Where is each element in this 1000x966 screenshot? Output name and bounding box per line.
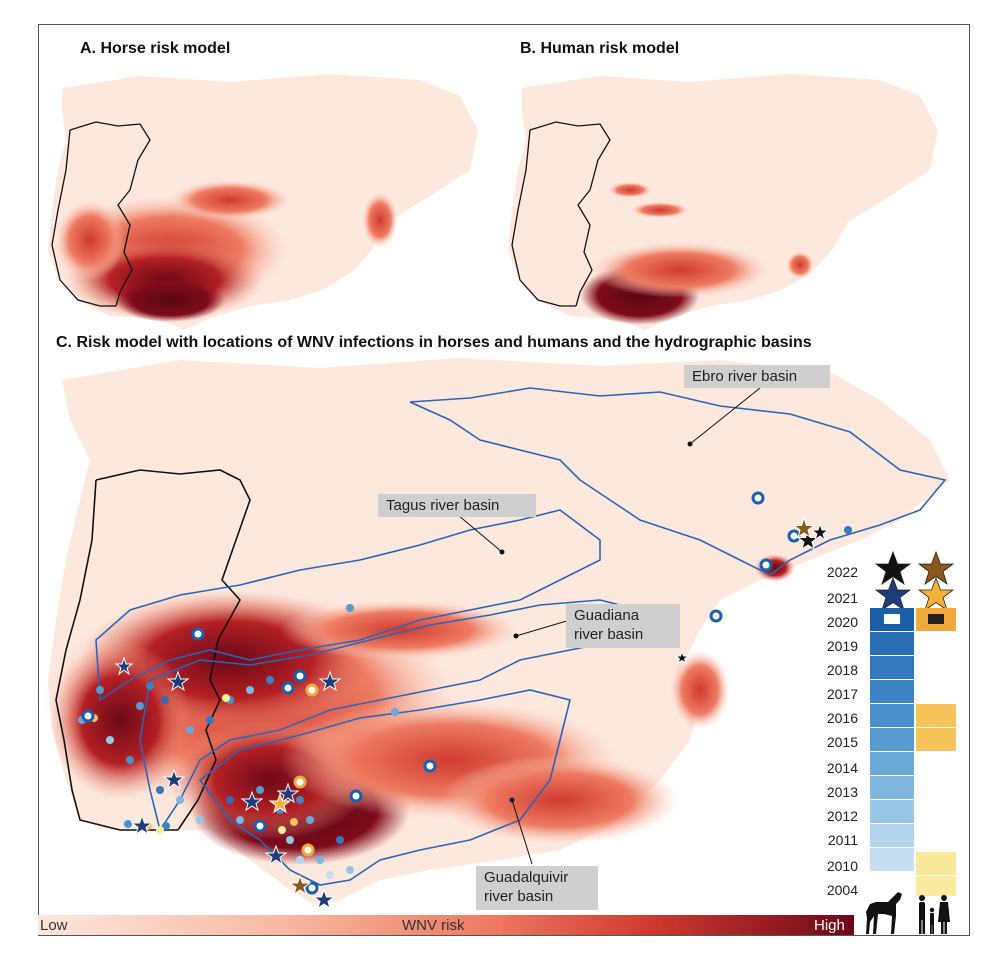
legend-year-2004: 2004: [826, 882, 858, 898]
guadalquivir-basin-label-line2: river basin: [484, 888, 554, 905]
legend-star-human-2021: [917, 576, 955, 611]
legend-year-2019: 2019: [826, 638, 858, 654]
legend-human-column: [916, 608, 956, 896]
portugal-border-c: [95, 469, 251, 831]
legend-horse-column: [870, 608, 914, 871]
legend-star-horse-2022: [874, 550, 912, 585]
risk-scale-title: WNV risk: [402, 917, 465, 934]
legend-year-2018: 2018: [826, 662, 858, 678]
legend-year-2021: 2021: [826, 590, 858, 606]
panel-a-map: [48, 74, 478, 330]
outbreak-2020-rings: [81, 491, 801, 895]
legend-year-2017: 2017: [826, 686, 858, 702]
panel-a-title: A. Horse risk model: [80, 40, 231, 57]
guadiana-basin-label-line1: Guadiana: [574, 607, 640, 624]
legend-year-2013: 2013: [826, 784, 858, 800]
portugal-border-a: [69, 121, 151, 307]
legend-stars: [874, 550, 955, 611]
legend-year-2014: 2014: [826, 760, 858, 776]
family-icon: [919, 895, 950, 934]
legend-star-human-2022: [917, 550, 955, 585]
tagus-basin-outline: [95, 509, 601, 702]
legend-year-2015: 2015: [826, 734, 858, 750]
figure-frame: [38, 24, 970, 936]
guadiana-basin-label: Guadiana river basin: [566, 604, 680, 648]
ebro-basin-label: Ebro river basin: [684, 365, 830, 388]
guadalquivir-basin-label: Guadalquivir river basin: [476, 866, 598, 910]
guadalquivir-basin-label-line1: Guadalquivir: [484, 869, 569, 886]
guadalquivir-basin-outline: [198, 689, 571, 886]
legend-year-2011: 2011: [827, 832, 858, 848]
legend-star-horse-2021: [874, 576, 912, 611]
guadiana-basin-label-line2: river basin: [574, 626, 644, 643]
risk-scale-bar: [38, 915, 854, 935]
horse-icon: [866, 892, 902, 934]
legend-year-2010: 2010: [826, 858, 858, 874]
ebro-basin-outline: [409, 387, 947, 576]
case-stars: [114, 516, 830, 910]
risk-scale-low: Low: [40, 917, 68, 934]
panel-c-map: [40, 358, 950, 910]
leader-lines: [457, 387, 761, 865]
panel-b-title: B. Human risk model: [520, 40, 680, 57]
legend-year-2016: 2016: [826, 710, 858, 726]
legend-year-2022: 2022: [826, 564, 858, 580]
panel-b-map: [508, 74, 938, 330]
legend-year-2020: 2020: [826, 614, 858, 630]
tagus-basin-label: Tagus river basin: [378, 494, 536, 517]
legend-year-2012: 2012: [826, 808, 858, 824]
risk-scale-high: High: [814, 917, 845, 934]
panel-c-title: C. Risk model with locations of WNV infe…: [56, 334, 812, 351]
